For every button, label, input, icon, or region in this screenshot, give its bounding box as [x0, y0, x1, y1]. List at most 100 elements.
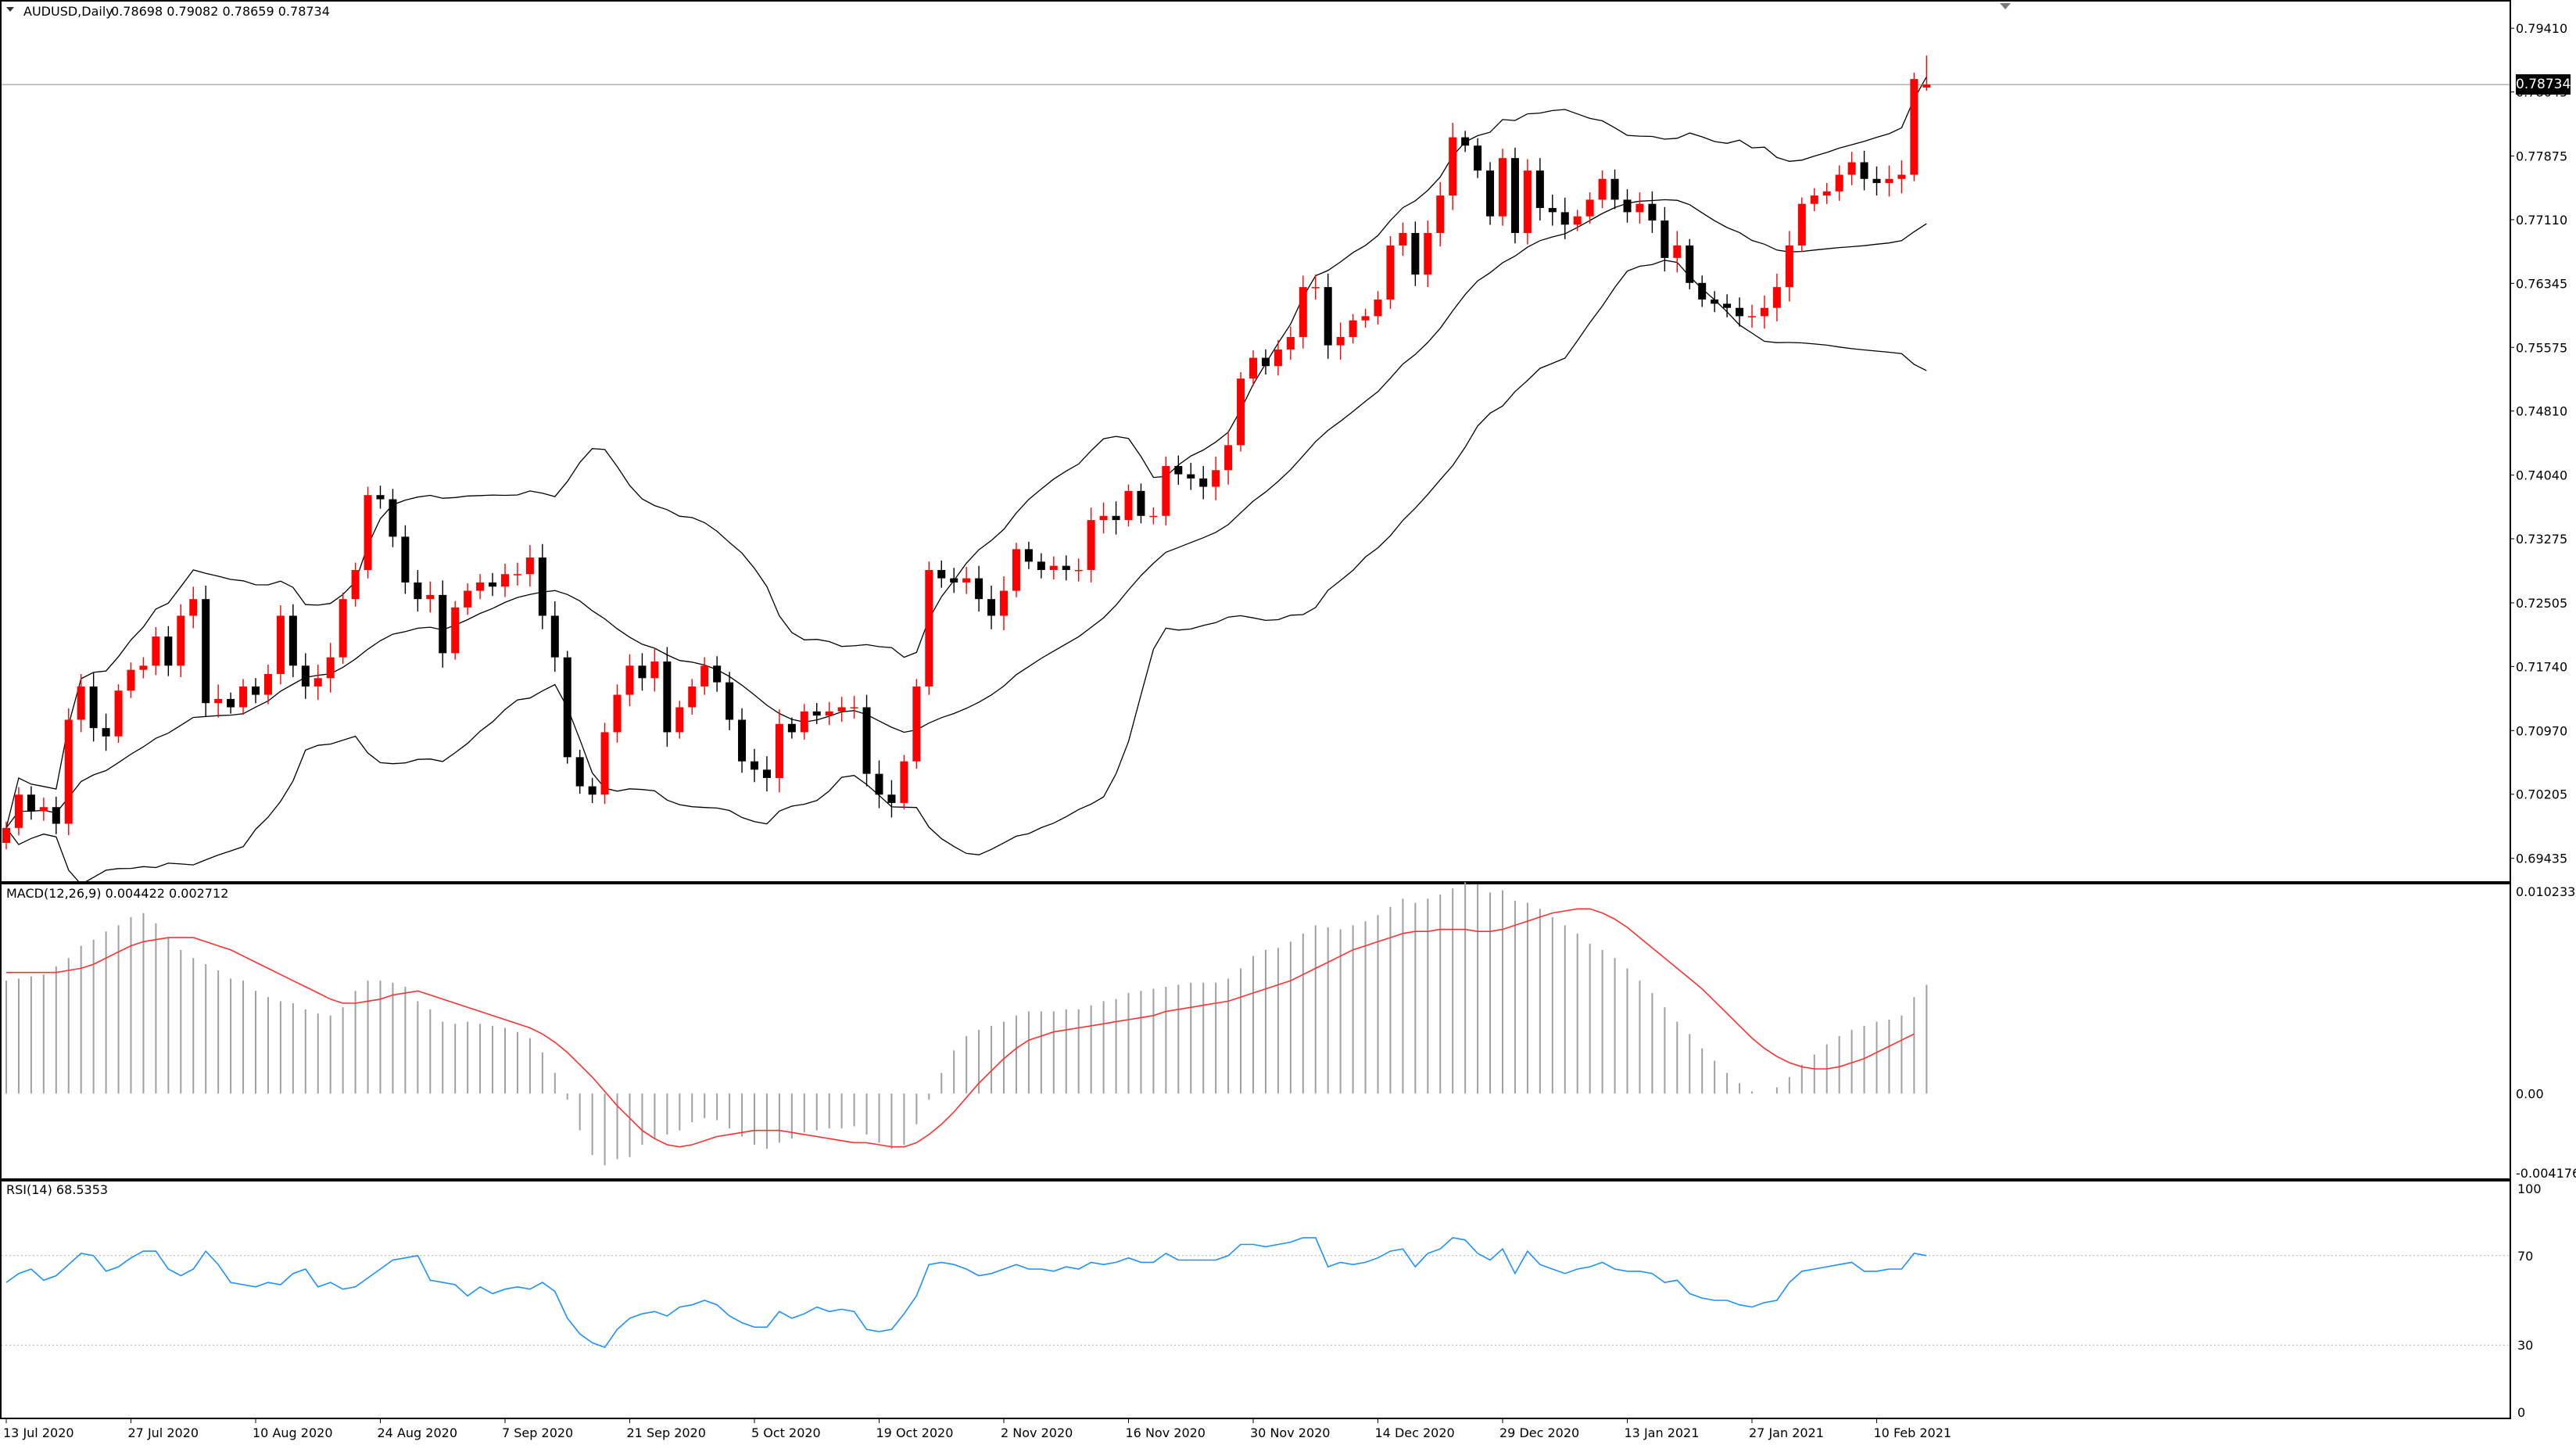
candle[interactable] — [962, 566, 971, 594]
candle[interactable] — [1910, 72, 1919, 181]
macd-panel[interactable] — [5, 882, 1928, 1166]
candle[interactable] — [1748, 304, 1756, 328]
price-panel[interactable] — [2, 56, 2510, 884]
candle[interactable] — [114, 684, 123, 743]
candle[interactable] — [177, 604, 185, 677]
candle[interactable] — [364, 486, 372, 579]
candle[interactable] — [1112, 501, 1120, 535]
candle[interactable] — [1187, 462, 1195, 490]
candle[interactable] — [1311, 274, 1320, 300]
candle[interactable] — [389, 489, 397, 547]
candle[interactable] — [1399, 222, 1407, 256]
candle[interactable] — [1137, 483, 1145, 524]
candle[interactable] — [1872, 166, 1881, 196]
candle[interactable] — [1523, 159, 1532, 245]
candle[interactable] — [1760, 295, 1768, 329]
candle[interactable] — [401, 525, 410, 594]
candle[interactable] — [152, 627, 160, 676]
candle[interactable] — [252, 678, 260, 704]
candle[interactable] — [525, 545, 534, 587]
candle[interactable] — [1847, 152, 1856, 185]
candle[interactable] — [937, 560, 946, 588]
candle[interactable] — [663, 647, 672, 747]
candle[interactable] — [675, 701, 684, 739]
candle[interactable] — [1686, 238, 1694, 290]
candle[interactable] — [1772, 273, 1781, 321]
candle[interactable] — [1000, 576, 1008, 630]
candle[interactable] — [39, 798, 48, 821]
candle[interactable] — [489, 572, 497, 597]
candle[interactable] — [575, 749, 584, 794]
candle[interactable] — [1024, 541, 1033, 569]
candle[interactable] — [89, 672, 98, 742]
candle[interactable] — [600, 722, 609, 805]
candle[interactable] — [1486, 162, 1495, 225]
candle[interactable] — [1274, 339, 1282, 376]
candle[interactable] — [214, 684, 223, 718]
candle[interactable] — [239, 679, 248, 715]
candle[interactable] — [1049, 556, 1058, 580]
candle[interactable] — [1810, 188, 1818, 212]
candle[interactable] — [1286, 326, 1295, 360]
candle[interactable] — [1474, 138, 1482, 178]
candle[interactable] — [825, 701, 833, 726]
candle[interactable] — [202, 585, 210, 717]
candle[interactable] — [326, 643, 335, 693]
candle[interactable] — [263, 664, 272, 705]
candle[interactable] — [102, 713, 110, 751]
candle[interactable] — [1636, 192, 1644, 224]
candle[interactable] — [1436, 181, 1445, 247]
candle[interactable] — [738, 708, 747, 773]
candle[interactable] — [850, 695, 858, 719]
candle[interactable] — [164, 626, 173, 676]
candle[interactable] — [139, 657, 148, 679]
candle[interactable] — [1573, 210, 1582, 231]
candle[interactable] — [1299, 275, 1307, 349]
candle[interactable] — [1324, 273, 1332, 359]
candle[interactable] — [1374, 291, 1382, 325]
candle[interactable] — [875, 760, 883, 809]
candle[interactable] — [1736, 297, 1744, 327]
candle[interactable] — [1797, 197, 1806, 253]
candle[interactable] — [1212, 457, 1220, 500]
candle[interactable] — [439, 580, 447, 668]
candle[interactable] — [1885, 165, 1893, 197]
candle[interactable] — [1249, 350, 1257, 386]
candle[interactable] — [688, 679, 697, 715]
candle[interactable] — [550, 601, 559, 672]
candle[interactable] — [563, 651, 571, 764]
candle[interactable] — [1349, 314, 1357, 344]
candle[interactable] — [451, 601, 460, 660]
candle[interactable] — [426, 581, 435, 613]
candle[interactable] — [726, 672, 734, 730]
candle[interactable] — [1822, 182, 1831, 204]
candle[interactable] — [14, 787, 23, 836]
candle[interactable] — [301, 653, 310, 699]
candle[interactable] — [288, 604, 297, 677]
candle[interactable] — [1510, 147, 1519, 244]
candle[interactable] — [27, 786, 35, 820]
candle[interactable] — [862, 694, 871, 787]
candle[interactable] — [1648, 191, 1657, 233]
candle[interactable] — [900, 755, 908, 810]
candle[interactable] — [351, 562, 360, 607]
candle[interactable] — [800, 704, 808, 740]
candle[interactable] — [1785, 231, 1793, 302]
candle[interactable] — [650, 647, 659, 692]
candle[interactable] — [1535, 158, 1544, 221]
rsi-panel[interactable] — [2, 1237, 2510, 1349]
candle[interactable] — [762, 756, 771, 792]
candle[interactable] — [1361, 308, 1370, 328]
candle[interactable] — [975, 565, 983, 612]
candle[interactable] — [1711, 291, 1719, 313]
candle[interactable] — [227, 692, 235, 714]
candle[interactable] — [613, 684, 622, 743]
candle[interactable] — [1261, 349, 1270, 375]
candle[interactable] — [313, 665, 322, 701]
candle[interactable] — [1922, 56, 1931, 91]
candle[interactable] — [713, 656, 722, 692]
candle[interactable] — [1162, 456, 1170, 525]
candle[interactable] — [513, 562, 521, 586]
candle[interactable] — [1673, 231, 1682, 273]
